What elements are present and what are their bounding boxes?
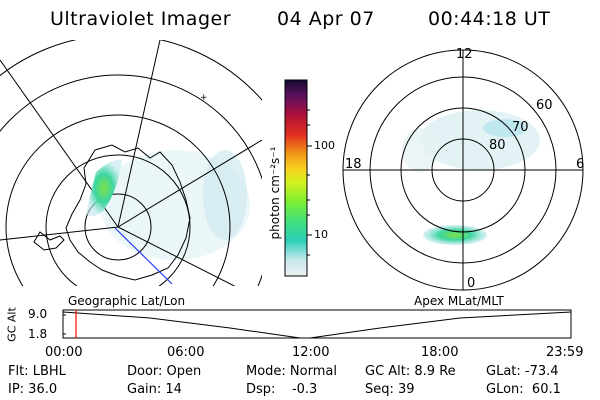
glat-readout: GLat: -73.4 xyxy=(486,364,559,379)
latitude-circles xyxy=(0,40,262,286)
aurora-patch-dayside xyxy=(483,119,527,137)
colorbar xyxy=(284,79,308,277)
peninsula-outline xyxy=(33,231,65,251)
glon-readout: GLon: 60.1 xyxy=(486,382,561,397)
apex-polar-plot xyxy=(342,49,584,291)
mlt-axes xyxy=(343,50,583,290)
apex-caption: Apex MLat/MLT xyxy=(414,294,504,308)
timeline-xtick-0600: 06:00 xyxy=(167,345,205,360)
gc-alt-readout: GC Alt: 8.9 Re xyxy=(365,364,456,379)
map-marker: + xyxy=(200,93,208,103)
timeline-xtick-2359: 23:59 xyxy=(546,345,584,360)
altitude-curve xyxy=(62,311,572,339)
aurora-arc xyxy=(86,159,122,217)
gain-readout: Gain: 14 xyxy=(127,382,182,397)
mlt-label-18: 18 xyxy=(345,157,362,172)
timeline-xtick-1200: 12:00 xyxy=(292,345,330,360)
mlt-label-6: 6 xyxy=(576,157,585,172)
meridians xyxy=(0,40,262,286)
colorbar-tick-10: 10 xyxy=(314,228,328,241)
mlt-label-0: 0 xyxy=(467,276,476,291)
mode-readout: Mode: Normal xyxy=(246,364,337,379)
geographic-map xyxy=(0,40,262,286)
geographic-caption: Geographic Lat/Lon xyxy=(68,294,186,308)
timeline-frame xyxy=(62,309,572,339)
mlat-label-70: 70 xyxy=(512,120,529,135)
door-readout: Door: Open xyxy=(127,364,202,379)
colorbar-ticks xyxy=(307,109,312,256)
mlt-label-12: 12 xyxy=(456,47,473,62)
seq-readout: Seq: 39 xyxy=(365,382,415,397)
timeline-xtick-1800: 18:00 xyxy=(421,345,459,360)
dsp-readout: Dsp: -0.3 xyxy=(246,382,318,397)
filter-readout: Flt: LBHL xyxy=(8,364,66,379)
orbit-track xyxy=(114,227,173,285)
aurora-haze-dayside xyxy=(420,110,540,170)
timeline-ytick-1.8: 1.8 xyxy=(28,327,48,341)
timeline-axis-label: GC Alt xyxy=(5,307,19,342)
timeline-ytick-9: 9.0 xyxy=(28,307,48,321)
timeline-xtick-0000: 00:00 xyxy=(45,345,83,360)
time-label: 00:44:18 UT xyxy=(428,8,551,30)
colorbar-label: photon cm⁻²s⁻¹ xyxy=(268,146,282,240)
instrument-title: Ultraviolet Imager xyxy=(50,8,232,30)
mlat-label-60: 60 xyxy=(536,98,553,113)
aurora-haze-dusk xyxy=(402,128,438,172)
aurora-patch-nightside xyxy=(423,225,487,245)
ip-readout: IP: 36.0 xyxy=(8,382,58,397)
mlat-label-80: 80 xyxy=(489,138,506,153)
timeline-plot xyxy=(62,309,572,339)
date-label: 04 Apr 07 xyxy=(277,8,375,30)
colorbar-tick-100: 100 xyxy=(314,139,335,152)
